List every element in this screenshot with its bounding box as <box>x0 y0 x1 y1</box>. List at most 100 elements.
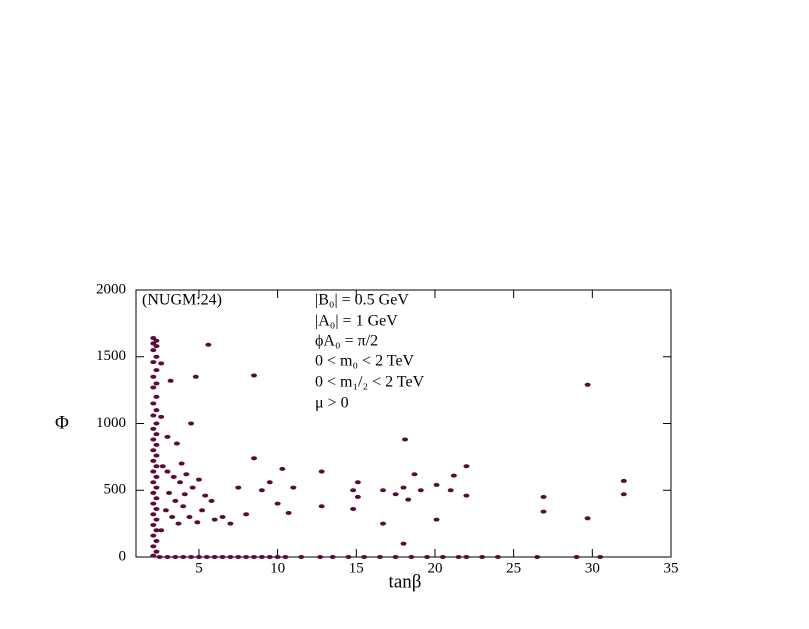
point <box>186 514 193 519</box>
point <box>150 413 157 418</box>
point <box>153 421 160 426</box>
point <box>318 504 325 509</box>
plot-frame <box>135 289 672 558</box>
point <box>189 485 196 490</box>
point <box>354 494 361 499</box>
point <box>172 498 179 503</box>
point <box>439 555 446 559</box>
annotation: (NUGM:24) <box>142 292 222 309</box>
point <box>376 555 383 559</box>
point <box>361 555 368 559</box>
point <box>243 512 250 517</box>
point <box>153 432 160 437</box>
point <box>424 555 431 559</box>
point <box>584 516 591 521</box>
y-tick-label: 0 <box>119 548 127 564</box>
point <box>150 501 157 506</box>
y-tick-label: 1500 <box>96 348 126 364</box>
point <box>192 374 199 379</box>
point <box>159 464 166 469</box>
point <box>195 555 202 559</box>
point <box>150 553 157 558</box>
point <box>150 448 157 453</box>
point <box>162 508 169 513</box>
point <box>167 378 174 383</box>
point <box>205 342 212 347</box>
point <box>188 555 195 559</box>
x-tick-label: 20 <box>427 560 442 576</box>
point <box>153 506 160 511</box>
annotation: |B₀| = 0.5 GeV <box>315 292 409 309</box>
point <box>175 521 182 526</box>
point <box>170 474 177 479</box>
point <box>153 485 160 490</box>
point <box>153 453 160 458</box>
point <box>153 464 160 469</box>
point <box>199 508 206 513</box>
point <box>463 464 470 469</box>
point <box>380 521 387 526</box>
point <box>164 555 171 559</box>
point <box>317 555 324 559</box>
point <box>178 461 185 466</box>
point <box>540 494 547 499</box>
point <box>153 538 160 543</box>
point <box>227 521 234 526</box>
point <box>150 490 157 495</box>
point <box>266 480 273 485</box>
point <box>158 414 165 419</box>
annotation: 0 < m₁/₂ < 2 TeV <box>315 374 425 391</box>
point <box>479 555 486 559</box>
point <box>153 528 160 533</box>
point <box>345 555 352 559</box>
point <box>150 426 157 431</box>
point <box>150 469 157 474</box>
point <box>150 522 157 527</box>
point <box>380 488 387 493</box>
point <box>219 555 226 559</box>
point <box>211 517 218 522</box>
point <box>194 520 201 525</box>
point <box>274 555 281 559</box>
point <box>195 477 202 482</box>
point <box>433 482 440 487</box>
point <box>433 517 440 522</box>
point <box>172 555 179 559</box>
point <box>251 373 258 378</box>
point <box>153 344 160 349</box>
point <box>251 456 258 461</box>
point <box>534 555 541 559</box>
point <box>235 555 242 559</box>
point <box>164 469 171 474</box>
x-tick-label: 25 <box>506 560 521 576</box>
annotation: ϕA₀ = π/2 <box>315 333 378 350</box>
point <box>150 533 157 538</box>
point <box>354 480 361 485</box>
point <box>183 472 190 477</box>
annotation: |A₀| = 1 GeV <box>315 313 398 330</box>
y-tick-label: 2000 <box>96 281 126 297</box>
point <box>573 555 580 559</box>
point <box>153 442 160 447</box>
annotation: 0 < m₀ < 2 TeV <box>315 353 415 370</box>
point <box>266 555 273 559</box>
point <box>408 555 415 559</box>
point <box>203 555 210 559</box>
y-tick-label: 1000 <box>96 415 126 431</box>
point <box>455 555 462 559</box>
point <box>620 492 627 497</box>
point <box>400 541 407 546</box>
point <box>402 437 409 442</box>
point <box>540 509 547 514</box>
point <box>166 490 173 495</box>
point <box>227 555 234 559</box>
point <box>282 555 289 559</box>
point <box>208 498 215 503</box>
point <box>150 401 157 406</box>
point <box>405 497 412 502</box>
point <box>290 485 297 490</box>
point <box>447 488 454 493</box>
point <box>153 381 160 386</box>
